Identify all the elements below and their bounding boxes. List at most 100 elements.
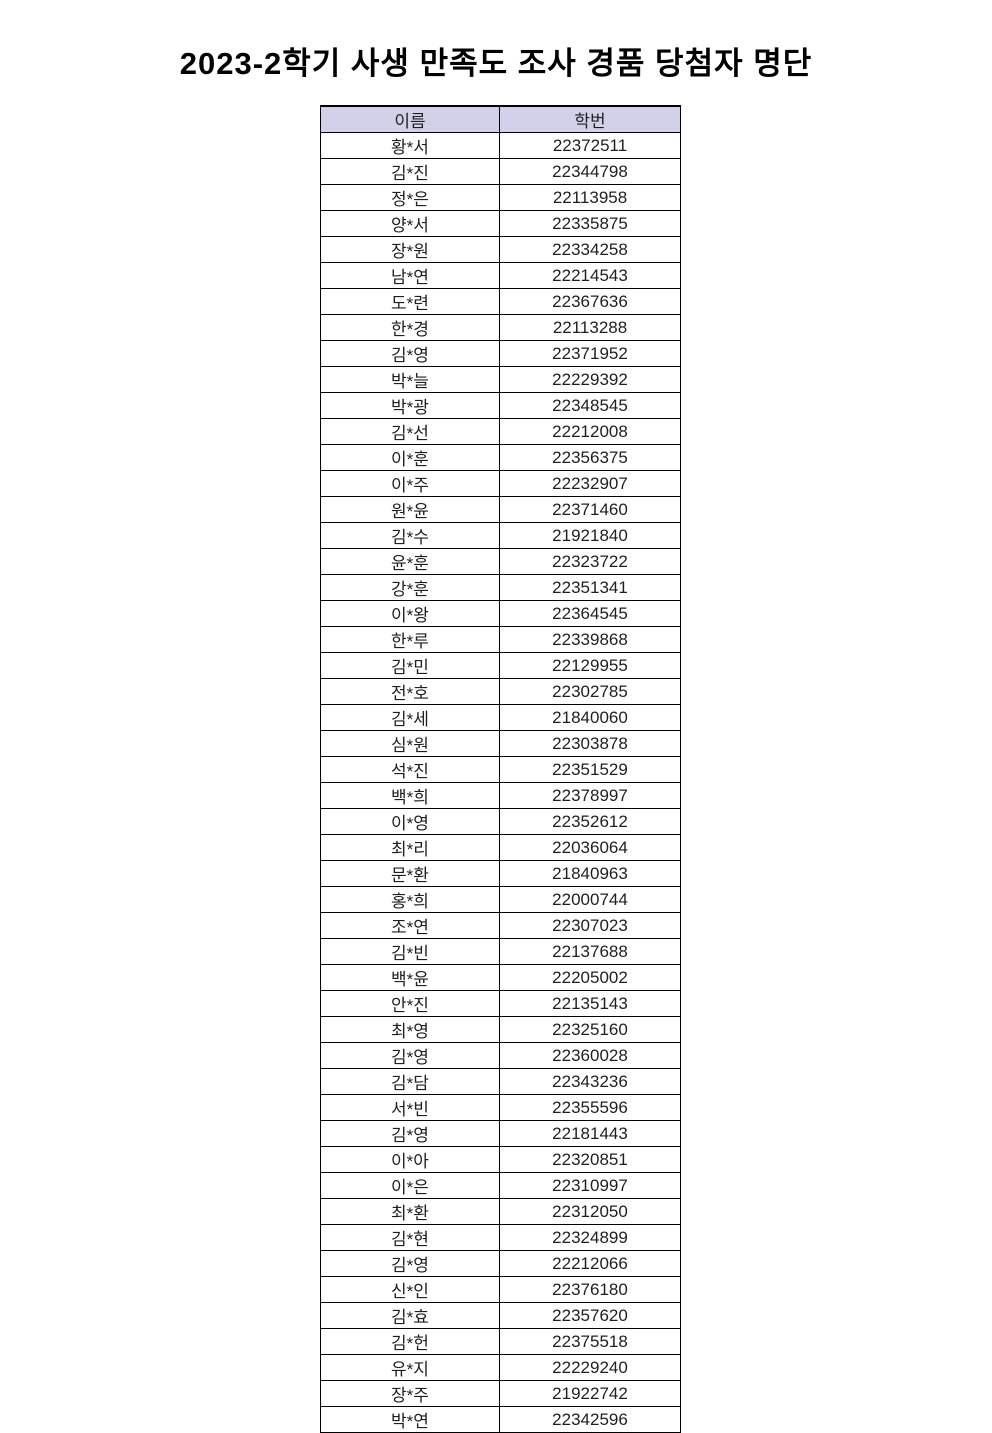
student-id-cell: 22375518: [499, 1328, 681, 1355]
student-id-cell: 22372511: [499, 132, 681, 159]
table-row: 백*희 22378997: [320, 782, 681, 809]
name-cell: 김*수: [320, 522, 500, 549]
student-id-cell: 22310997: [499, 1172, 681, 1199]
name-cell: 양*서: [320, 210, 500, 237]
table-row: 이*주 22232907: [320, 470, 681, 497]
name-cell: 김*헌: [320, 1328, 500, 1355]
student-id-cell: 22357620: [499, 1302, 681, 1329]
student-id-cell: 22355596: [499, 1094, 681, 1121]
name-cell: 윤*훈: [320, 548, 500, 575]
name-cell: 최*환: [320, 1198, 500, 1225]
student-id-cell: 22360028: [499, 1042, 681, 1069]
student-id-cell: 22135143: [499, 990, 681, 1017]
student-id-cell: 22205002: [499, 964, 681, 991]
table-row: 박*연 22342596: [320, 1406, 681, 1433]
name-cell: 한*경: [320, 314, 500, 341]
table-row: 석*진 22351529: [320, 756, 681, 783]
table-row: 김*선 22212008: [320, 418, 681, 445]
name-cell: 김*담: [320, 1068, 500, 1095]
name-cell: 박*광: [320, 392, 500, 419]
name-cell: 백*희: [320, 782, 500, 809]
student-id-cell: 22229392: [499, 366, 681, 393]
table-row: 김*민 22129955: [320, 652, 681, 679]
table-body: 황*서 22372511 김*진 22344798 정*은 22113958 양*서 2233…: [320, 132, 681, 1433]
name-cell: 한*루: [320, 626, 500, 653]
student-id-cell: 22343236: [499, 1068, 681, 1095]
name-cell: 신*인: [320, 1276, 500, 1303]
student-id-cell: 21840060: [499, 704, 681, 731]
table-row: 최*환 22312050: [320, 1198, 681, 1225]
name-cell: 서*빈: [320, 1094, 500, 1121]
student-id-cell: 22214543: [499, 262, 681, 289]
name-cell: 홍*희: [320, 886, 500, 913]
table-row: 박*광 22348545: [320, 392, 681, 419]
name-cell: 정*은: [320, 184, 500, 211]
table-row: 이*훈 22356375: [320, 444, 681, 471]
name-cell: 김*진: [320, 158, 500, 185]
name-cell: 원*윤: [320, 496, 500, 523]
student-id-cell: 22342596: [499, 1406, 681, 1433]
column-header-name: 이름: [320, 105, 500, 133]
name-cell: 김*영: [320, 1250, 500, 1277]
student-id-cell: 22302785: [499, 678, 681, 705]
name-cell: 조*연: [320, 912, 500, 939]
name-cell: 백*윤: [320, 964, 500, 991]
student-id-cell: 22181443: [499, 1120, 681, 1147]
table-row: 이*영 22352612: [320, 808, 681, 835]
table-row: 김*현 22324899: [320, 1224, 681, 1251]
table-row: 김*진 22344798: [320, 158, 681, 185]
name-cell: 김*영: [320, 1042, 500, 1069]
table-row: 김*헌 22375518: [320, 1328, 681, 1355]
table-row: 이*아 22320851: [320, 1146, 681, 1173]
student-id-cell: 22036064: [499, 834, 681, 861]
student-id-cell: 21922742: [499, 1380, 681, 1407]
student-id-cell: 22352612: [499, 808, 681, 835]
table-row: 김*효 22357620: [320, 1302, 681, 1329]
student-id-cell: 22378997: [499, 782, 681, 809]
table-row: 문*환 21840963: [320, 860, 681, 887]
name-cell: 최*리: [320, 834, 500, 861]
name-cell: 최*영: [320, 1016, 500, 1043]
table-row: 안*진 22135143: [320, 990, 681, 1017]
table-row: 황*서 22372511: [320, 132, 681, 159]
name-cell: 석*진: [320, 756, 500, 783]
student-id-cell: 22232907: [499, 470, 681, 497]
table-row: 정*은 22113958: [320, 184, 681, 211]
student-id-cell: 22324899: [499, 1224, 681, 1251]
name-cell: 이*은: [320, 1172, 500, 1199]
table-header: 이름 학번: [320, 105, 681, 133]
name-cell: 유*지: [320, 1354, 500, 1381]
name-cell: 심*원: [320, 730, 500, 757]
student-id-cell: 22113958: [499, 184, 681, 211]
name-cell: 장*원: [320, 236, 500, 263]
table-row: 김*영 22181443: [320, 1120, 681, 1147]
table-row: 이*은 22310997: [320, 1172, 681, 1199]
student-id-cell: 22312050: [499, 1198, 681, 1225]
name-cell: 강*훈: [320, 574, 500, 601]
student-id-cell: 22307023: [499, 912, 681, 939]
student-id-cell: 22335875: [499, 210, 681, 237]
student-id-cell: 22229240: [499, 1354, 681, 1381]
header-row: 이름 학번: [320, 105, 681, 133]
table-row: 박*늘 22229392: [320, 366, 681, 393]
table-row: 장*원 22334258: [320, 236, 681, 263]
name-cell: 황*서: [320, 132, 500, 159]
name-cell: 김*빈: [320, 938, 500, 965]
table-row: 전*호 22302785: [320, 678, 681, 705]
name-cell: 이*훈: [320, 444, 500, 471]
student-id-cell: 22129955: [499, 652, 681, 679]
table-row: 백*윤 22205002: [320, 964, 681, 991]
student-id-cell: 22000744: [499, 886, 681, 913]
table-row: 최*리 22036064: [320, 834, 681, 861]
column-header-student-id: 학번: [499, 105, 681, 133]
student-id-cell: 22344798: [499, 158, 681, 185]
name-cell: 이*왕: [320, 600, 500, 627]
table-row: 김*담 22343236: [320, 1068, 681, 1095]
name-cell: 김*효: [320, 1302, 500, 1329]
table-row: 서*빈 22355596: [320, 1094, 681, 1121]
student-id-cell: 22371952: [499, 340, 681, 367]
student-id-cell: 22376180: [499, 1276, 681, 1303]
table-row: 김*세 21840060: [320, 704, 681, 731]
name-cell: 김*선: [320, 418, 500, 445]
table-row: 남*연 22214543: [320, 262, 681, 289]
